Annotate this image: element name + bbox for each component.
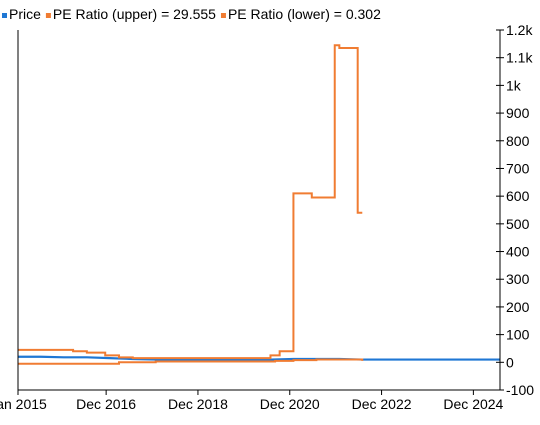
y-tick-label: 1.2k (506, 22, 533, 38)
x-tick-label: Dec 2018 (168, 396, 228, 412)
legend-swatch-1 (45, 13, 51, 18)
x-tick-label: Dec 2020 (260, 396, 320, 412)
y-tick-label: 300 (506, 271, 530, 287)
y-tick-label: 200 (506, 299, 530, 315)
legend-label-0: Price (9, 6, 41, 22)
axes: -100 0 100 200 300 400 500 600 700 800 900 1k 1.1k 1.… (0, 22, 534, 412)
y-tick-label: 1.1k (506, 50, 533, 66)
y-tick-label: 400 (506, 244, 530, 260)
x-tick-label: Dec 2022 (352, 396, 412, 412)
legend-swatch-0 (2, 13, 7, 18)
legend-label-2: PE Ratio (lower) = 0.302 (228, 6, 381, 22)
y-tick-label: 900 (506, 105, 530, 121)
x-tick-label: Jan 2015 (0, 396, 47, 412)
series-line-1 (18, 44, 363, 360)
legend-label-1: PE Ratio (upper) = 29.555 (53, 6, 216, 22)
y-tick-label: 1k (506, 77, 522, 93)
y-tick-label: 100 (506, 327, 530, 343)
x-tick-label: Dec 2016 (76, 396, 136, 412)
series-line-2 (18, 358, 364, 365)
y-tick-label: 0 (506, 354, 514, 370)
y-tick-label: 800 (506, 133, 530, 149)
legend-swatch-2 (220, 13, 226, 18)
y-tick-label: -100 (506, 382, 534, 398)
y-tick-label: 500 (506, 216, 530, 232)
plot-lines (18, 44, 500, 365)
x-tick-label: Dec 2024 (443, 396, 503, 412)
legend: Price PE Ratio (upper) = 29.555 PE Ratio (… (2, 6, 381, 22)
y-tick-label: 600 (506, 188, 530, 204)
series-line-0 (18, 355, 500, 362)
y-tick-label: 700 (506, 160, 530, 176)
